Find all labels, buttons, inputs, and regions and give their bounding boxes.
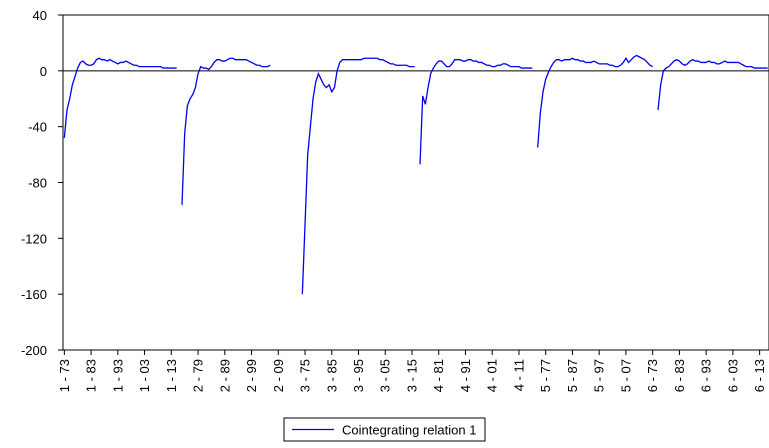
x-tick-label: 1 - 93 [110, 359, 125, 392]
x-tick-label: 1 - 03 [137, 359, 152, 392]
y-tick-label: -80 [28, 176, 47, 191]
y-tick-label: -40 [28, 120, 47, 135]
series-line [301, 57, 415, 295]
x-tick-label: 5 - 07 [618, 359, 633, 392]
x-tick-label: 3 - 95 [351, 359, 366, 392]
x-tick-label: 2 - 89 [217, 359, 232, 392]
y-tick-label: 40 [33, 8, 47, 23]
y-tick-label: -160 [21, 287, 47, 302]
x-tick-label: 6 - 93 [699, 359, 714, 392]
series-line [181, 57, 271, 205]
plot-frame [62, 14, 769, 351]
y-tick-label: 0 [40, 64, 47, 79]
x-tick-label: 6 - 13 [752, 359, 767, 392]
x-tick-label: 1 - 83 [84, 359, 99, 392]
x-tick-label: 4 - 81 [431, 359, 446, 392]
x-tick-label: 3 - 05 [378, 359, 393, 392]
x-tick-label: 1 - 13 [164, 359, 179, 392]
y-tick-label: -200 [21, 343, 47, 358]
x-tick-label: 1 - 73 [57, 359, 72, 392]
x-tick-label: 5 - 87 [565, 359, 580, 392]
x-tick-label: 2 - 99 [244, 359, 259, 392]
x-tick-label: 3 - 85 [324, 359, 339, 392]
x-tick-label: 6 - 03 [725, 359, 740, 392]
series-line [537, 54, 653, 148]
x-tick-label: 4 - 01 [485, 359, 500, 392]
series-line [419, 59, 533, 165]
x-tick-label: 6 - 73 [645, 359, 660, 392]
x-tick-label: 4 - 91 [458, 359, 473, 392]
series-line [657, 58, 768, 110]
y-tick-label: -120 [21, 231, 47, 246]
x-tick-label: 2 - 79 [191, 359, 206, 392]
x-tick-label: 3 - 15 [404, 359, 419, 392]
x-tick-label: 4 - 11 [511, 359, 526, 391]
x-tick-label: 5 - 77 [538, 359, 553, 392]
series-line [63, 57, 177, 138]
x-tick-label: 6 - 83 [672, 359, 687, 392]
legend-box [283, 417, 486, 442]
legend-label: Cointegrating relation 1 [342, 423, 476, 438]
x-tick-label: 3 - 75 [298, 359, 313, 392]
x-tick-label: 2 - 09 [271, 359, 286, 392]
x-tick-label: 5 - 97 [592, 359, 607, 392]
